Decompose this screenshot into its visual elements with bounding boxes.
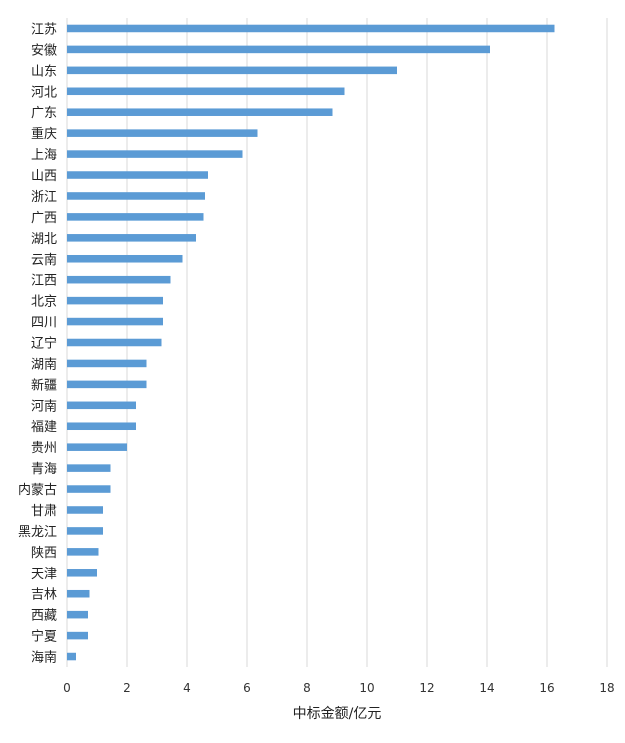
category-label: 湖南 bbox=[31, 356, 57, 372]
bar bbox=[67, 422, 136, 431]
category-label: 陕西 bbox=[31, 546, 57, 561]
bar bbox=[67, 317, 163, 326]
x-tick-label: 14 bbox=[479, 681, 494, 695]
bar bbox=[67, 527, 103, 535]
x-tick-label: 0 bbox=[63, 681, 71, 695]
bar bbox=[67, 464, 111, 472]
category-label: 重庆 bbox=[31, 126, 57, 142]
category-label: 甘肃 bbox=[31, 504, 57, 519]
bar bbox=[67, 380, 147, 389]
bar bbox=[67, 548, 99, 556]
bar bbox=[67, 254, 183, 263]
category-label: 天津 bbox=[31, 567, 57, 582]
x-axis-title: 中标金额/亿元 bbox=[293, 706, 382, 722]
x-tick-label: 16 bbox=[539, 681, 554, 695]
x-tick-labels: 0 2 4 6 8 10 12 14 16 18 bbox=[63, 681, 614, 695]
category-label: 四川 bbox=[31, 316, 57, 331]
bar bbox=[67, 610, 88, 619]
category-label: 河南 bbox=[31, 398, 57, 414]
bar bbox=[67, 171, 208, 179]
category-labels: 江苏安徽山东河北广东重庆上海山西浙江广西湖北云南江西北京四川辽宁湖南新疆河南福建… bbox=[18, 21, 57, 665]
category-label: 云南 bbox=[31, 252, 57, 268]
bar bbox=[67, 66, 397, 75]
category-label: 福建 bbox=[31, 420, 57, 435]
x-tick-label: 6 bbox=[243, 681, 251, 695]
category-label: 吉林 bbox=[31, 588, 57, 603]
category-label: 浙江 bbox=[31, 190, 57, 205]
category-label: 海南 bbox=[31, 650, 57, 666]
x-tick-label: 4 bbox=[183, 681, 191, 695]
bar bbox=[67, 359, 147, 368]
category-label: 广西 bbox=[31, 211, 57, 226]
category-label: 江苏 bbox=[31, 21, 57, 37]
bar bbox=[67, 213, 204, 221]
bar bbox=[67, 652, 76, 661]
bar bbox=[67, 150, 243, 158]
bar bbox=[67, 129, 258, 137]
bar bbox=[67, 275, 171, 284]
bar bbox=[67, 338, 162, 347]
bar bbox=[67, 443, 127, 451]
category-label: 青海 bbox=[31, 462, 57, 477]
category-label: 广东 bbox=[31, 106, 57, 121]
x-tick-label: 12 bbox=[419, 681, 434, 695]
bar bbox=[67, 589, 90, 598]
bar bbox=[67, 87, 345, 96]
bar-layer bbox=[67, 24, 555, 661]
x-tick-label: 2 bbox=[123, 681, 131, 695]
category-label: 宁夏 bbox=[31, 629, 57, 645]
category-label: 内蒙古 bbox=[18, 482, 57, 498]
bar bbox=[67, 631, 88, 640]
category-label: 湖北 bbox=[31, 232, 57, 247]
category-label: 上海 bbox=[31, 148, 57, 163]
bar bbox=[67, 192, 205, 200]
category-label: 河北 bbox=[31, 85, 57, 100]
bar bbox=[67, 45, 490, 54]
category-label: 山东 bbox=[31, 64, 57, 79]
bar bbox=[67, 569, 97, 577]
x-tick-label: 18 bbox=[599, 681, 614, 695]
category-label: 新疆 bbox=[31, 377, 57, 393]
bar bbox=[67, 296, 163, 305]
bar bbox=[67, 24, 555, 33]
x-tick-label: 8 bbox=[303, 681, 311, 695]
category-label: 安徽 bbox=[31, 43, 57, 58]
x-tick-label: 10 bbox=[359, 681, 374, 695]
bar bbox=[67, 401, 136, 410]
category-label: 山西 bbox=[31, 169, 57, 184]
grid-layer bbox=[66, 18, 608, 667]
category-label: 黑龙江 bbox=[18, 525, 57, 540]
category-label: 西藏 bbox=[31, 609, 57, 624]
bar bbox=[67, 108, 333, 116]
category-label: 辽宁 bbox=[31, 336, 57, 352]
bar bbox=[67, 485, 111, 493]
bar bbox=[67, 506, 103, 514]
category-label: 贵州 bbox=[31, 441, 57, 456]
bar bbox=[67, 234, 196, 242]
category-label: 北京 bbox=[31, 295, 57, 310]
category-label: 江西 bbox=[31, 274, 57, 289]
